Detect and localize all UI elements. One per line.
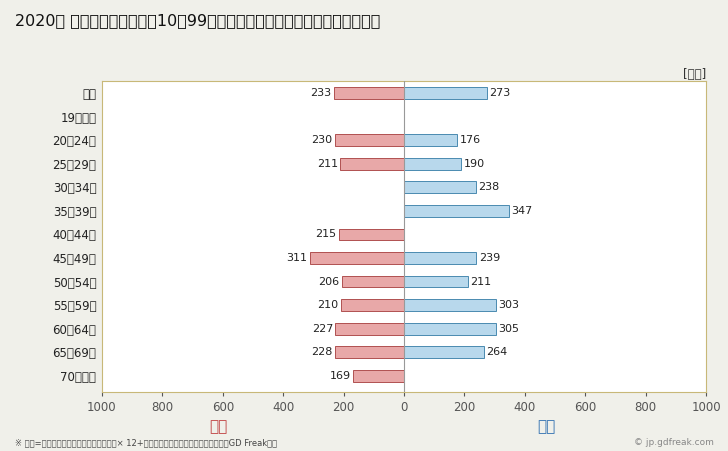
Text: 211: 211: [470, 276, 491, 286]
Text: 311: 311: [287, 253, 308, 263]
Text: ※ 年収=「きまって支給する現金給与額」× 12+「年間賞与その他特別給与額」としてGD Freak推計: ※ 年収=「きまって支給する現金給与額」× 12+「年間賞与その他特別給与額」と…: [15, 438, 277, 447]
Bar: [333, 87, 404, 99]
Bar: [341, 299, 404, 311]
Text: 238: 238: [478, 182, 499, 192]
Bar: [336, 323, 404, 335]
Text: 211: 211: [317, 159, 338, 169]
Text: 190: 190: [464, 159, 485, 169]
Bar: [339, 229, 404, 240]
Bar: [353, 370, 404, 382]
Bar: [335, 346, 404, 358]
Text: 215: 215: [315, 230, 336, 239]
Bar: [404, 252, 476, 264]
Text: 男性: 男性: [537, 419, 555, 434]
Text: 206: 206: [318, 276, 339, 286]
Text: 169: 169: [330, 371, 351, 381]
Bar: [404, 276, 468, 287]
Bar: [342, 276, 404, 287]
Text: 347: 347: [511, 206, 533, 216]
Text: 女性: 女性: [209, 419, 228, 434]
Text: 230: 230: [311, 135, 332, 145]
Text: 303: 303: [498, 300, 519, 310]
Bar: [404, 181, 476, 193]
Text: 2020年 民間企業（従業者数10～99人）フルタイム労働者の男女別平均年収: 2020年 民間企業（従業者数10～99人）フルタイム労働者の男女別平均年収: [15, 14, 380, 28]
Text: 305: 305: [499, 324, 520, 334]
Bar: [404, 299, 496, 311]
Bar: [404, 134, 457, 146]
Bar: [335, 134, 404, 146]
Bar: [404, 205, 509, 217]
Text: © jp.gdfreak.com: © jp.gdfreak.com: [633, 438, 713, 447]
Text: [万円]: [万円]: [683, 68, 706, 81]
Bar: [404, 323, 496, 335]
Text: 264: 264: [486, 347, 507, 357]
Text: 228: 228: [312, 347, 333, 357]
Bar: [310, 252, 404, 264]
Text: 210: 210: [317, 300, 339, 310]
Text: 273: 273: [489, 88, 510, 98]
Bar: [404, 346, 484, 358]
Text: 176: 176: [459, 135, 480, 145]
Bar: [404, 158, 462, 170]
Text: 233: 233: [310, 88, 331, 98]
Bar: [340, 158, 404, 170]
Text: 227: 227: [312, 324, 333, 334]
Text: 239: 239: [479, 253, 500, 263]
Bar: [404, 87, 486, 99]
